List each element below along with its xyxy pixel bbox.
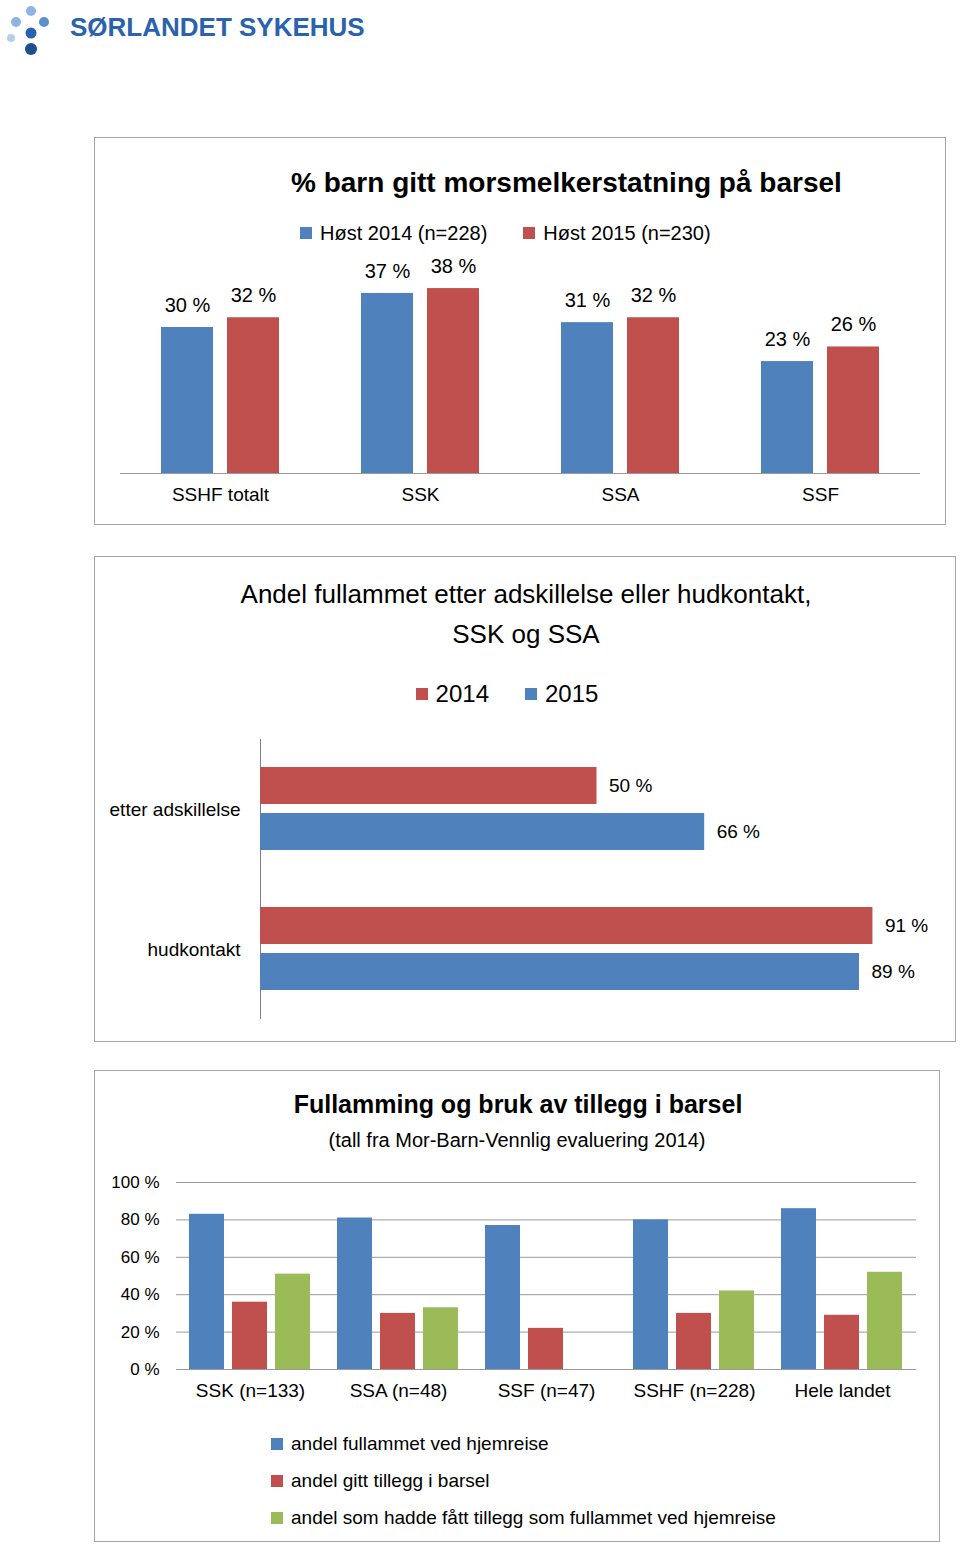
svg-text:SSF (n=47): SSF (n=47)	[498, 1380, 596, 1401]
svg-text:50 %: 50 %	[609, 775, 652, 796]
svg-text:100 %: 100 %	[111, 1173, 159, 1192]
svg-text:SSK: SSK	[401, 484, 439, 505]
svg-text:60 %: 60 %	[121, 1248, 160, 1267]
svg-text:37 %: 37 %	[365, 260, 411, 282]
svg-text:SSF: SSF	[802, 484, 839, 505]
html-text:(tall fra Mor-Barn-Vennlig eva: (tall fra Mor-Barn-Vennlig evaluering 20…	[328, 1129, 706, 1151]
html-text:SØRLANDET SYKEHUS: SØRLANDET SYKEHUS	[70, 12, 365, 42]
html-text:Høst 2015 (n=230): Høst 2015 (n=230)	[543, 221, 711, 244]
svg-text:0 %: 0 %	[130, 1360, 159, 1379]
svg-text:40 %: 40 %	[121, 1285, 160, 1304]
svg-text:30 %: 30 %	[165, 294, 211, 316]
svg-text:66 %: 66 %	[717, 821, 760, 842]
svg-text:26 %: 26 %	[831, 313, 877, 335]
svg-text:32 %: 32 %	[631, 284, 677, 306]
html-text:2015: 2015	[545, 680, 599, 707]
html-text:andel som hadde fått tillegg s: andel som hadde fått tillegg som fullamm…	[291, 1506, 776, 1528]
svg-text:etter adskillelse: etter adskillelse	[110, 799, 241, 820]
svg-text:23 %: 23 %	[765, 328, 811, 350]
svg-text:SSA (n=48): SSA (n=48)	[350, 1380, 448, 1401]
svg-text:20 %: 20 %	[121, 1323, 160, 1342]
svg-text:SSK (n=133): SSK (n=133)	[196, 1380, 305, 1401]
svg-text:SSA: SSA	[601, 484, 639, 505]
html-text:% barn gitt morsmelkerstatning: % barn gitt morsmelkerstatning på barsel	[291, 167, 842, 198]
html-text:Andel fullammet etter adskille: Andel fullammet etter adskillelse eller …	[240, 579, 812, 649]
svg-text:SSHF totalt: SSHF totalt	[172, 484, 270, 505]
svg-text:80 %: 80 %	[121, 1210, 160, 1229]
svg-text:SSHF (n=228): SSHF (n=228)	[634, 1380, 756, 1401]
svg-text:Hele landet: Hele landet	[794, 1380, 891, 1401]
svg-text:hudkontakt: hudkontakt	[148, 939, 242, 960]
svg-text:32 %: 32 %	[231, 284, 277, 306]
html-text:andel fullammet ved hjemreise: andel fullammet ved hjemreise	[291, 1432, 549, 1454]
svg-text:89 %: 89 %	[871, 961, 914, 982]
html-text:2014: 2014	[435, 680, 489, 707]
svg-text:31 %: 31 %	[565, 289, 611, 311]
svg-text:38 %: 38 %	[431, 255, 477, 277]
html-text:Høst 2014 (n=228): Høst 2014 (n=228)	[320, 221, 488, 244]
svg-text:91 %: 91 %	[885, 915, 928, 936]
html-text:Fullamming og bruk av tillegg: Fullamming og bruk av tillegg i barsel	[293, 1090, 743, 1118]
html-text:andel gitt tillegg i barsel: andel gitt tillegg i barsel	[291, 1469, 490, 1491]
